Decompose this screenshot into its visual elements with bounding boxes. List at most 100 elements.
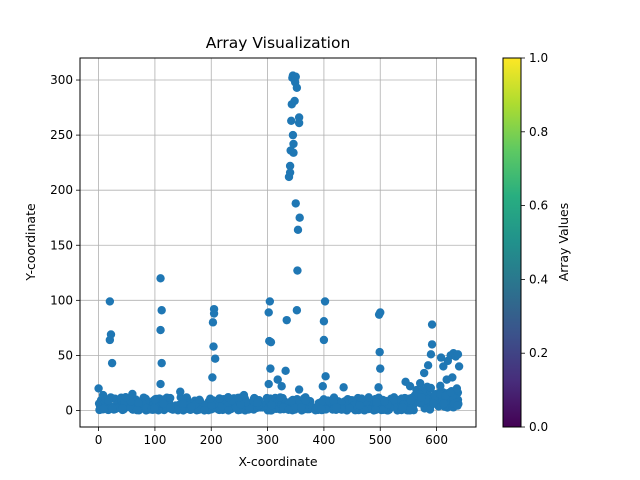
x-tick-label: 600 [425,433,448,447]
data-point [415,379,425,388]
x-axis-ticks: 0 100 200 300 400 500 600 [95,427,448,447]
colorbar-tick-label: 0.6 [529,199,548,213]
data-point [105,297,115,306]
colorbar-tick-label: 1.0 [529,51,548,65]
data-point [295,213,304,222]
data-point [252,398,262,407]
data-point [453,350,463,359]
x-axis-label: X-coordinate [238,454,317,469]
data-point [371,405,380,415]
data-point [156,325,165,335]
data-point [94,384,103,393]
data-point [108,404,117,413]
data-point [321,372,330,381]
y-tick-label: 300 [50,73,73,87]
data-point [301,396,310,405]
data-point [453,401,462,410]
data-point [187,402,196,411]
data-point [273,375,282,384]
data-point [236,400,245,409]
data-point [118,404,127,413]
data-point [215,394,224,403]
data-point [156,379,165,389]
grid [80,58,476,427]
data-point [264,308,273,317]
data-point [208,373,217,382]
data-point [404,406,414,415]
data-point [427,340,437,349]
data-point [210,354,220,363]
data-point [287,116,296,125]
data-point [132,405,142,415]
data-point [291,72,300,81]
data-point [345,404,354,413]
data-point [364,393,373,402]
data-point [292,306,302,315]
data-point [157,306,166,315]
data-point [150,403,159,413]
data-point [282,315,291,325]
data-point [266,364,275,373]
colorbar-tick-label: 0.4 [529,272,548,286]
data-point [319,317,329,326]
data-point [419,368,429,378]
data-point [288,130,298,140]
data-point [98,390,108,400]
data-point [375,347,384,357]
data-point [276,393,285,402]
y-axis-label: Y-coordinate [23,203,38,282]
data-point [223,393,233,402]
data-point [289,148,298,157]
data-point [266,337,276,347]
x-tick-label: 0 [95,433,103,447]
data-point [297,403,306,412]
data-point [398,403,407,412]
data-point [405,382,415,391]
data-point [285,168,295,177]
data-point [134,398,143,408]
data-point [294,118,304,128]
data-point [128,389,137,399]
x-tick-label: 300 [256,433,279,447]
chart-title: Array Visualization [206,34,351,52]
colorbar-tick-label: 0.2 [529,346,548,360]
y-tick-label: 250 [50,128,73,142]
data-point [107,358,117,368]
data-point [156,274,165,283]
data-point [208,318,218,327]
data-point [150,395,160,404]
colorbar [502,57,522,428]
data-point [454,362,464,371]
data-point [376,364,385,373]
data-point [290,96,299,106]
data-point [318,382,327,391]
data-point [446,388,456,397]
data-point [357,394,366,403]
y-axis-ticks: 0 50 100 150 200 250 300 [50,73,80,417]
x-tick-label: 400 [312,433,335,447]
data-point [166,403,175,412]
data-point [291,199,300,208]
data-point [289,139,298,149]
data-point [159,399,168,409]
data-point [320,297,330,306]
y-tick-label: 200 [50,183,73,197]
data-point [332,403,341,412]
y-tick-label: 50 [58,348,73,362]
y-tick-label: 0 [65,403,73,417]
data-point [267,400,277,410]
data-point [285,161,295,171]
data-point [452,384,462,393]
data-point [104,396,113,405]
data-point [207,401,216,410]
data-point [406,396,415,405]
data-point [195,395,204,404]
data-point [360,406,369,415]
data-point [200,406,209,415]
data-point [319,335,329,345]
data-point [281,366,290,376]
data-point [426,383,436,393]
data-point [293,266,302,275]
